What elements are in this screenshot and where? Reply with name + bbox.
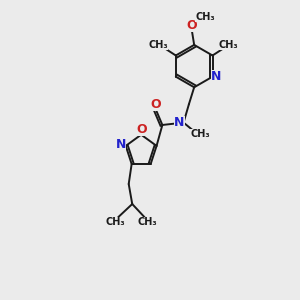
Text: CH₃: CH₃ xyxy=(190,129,210,139)
Text: CH₃: CH₃ xyxy=(219,40,238,50)
Text: CH₃: CH₃ xyxy=(106,217,126,227)
Text: CH₃: CH₃ xyxy=(148,40,168,50)
Text: N: N xyxy=(116,138,126,151)
Text: N: N xyxy=(211,70,221,83)
Text: O: O xyxy=(150,98,160,111)
Text: O: O xyxy=(187,19,197,32)
Text: CH₃: CH₃ xyxy=(195,12,215,22)
Text: CH₃: CH₃ xyxy=(137,217,157,227)
Text: N: N xyxy=(174,116,184,129)
Text: O: O xyxy=(136,123,147,136)
